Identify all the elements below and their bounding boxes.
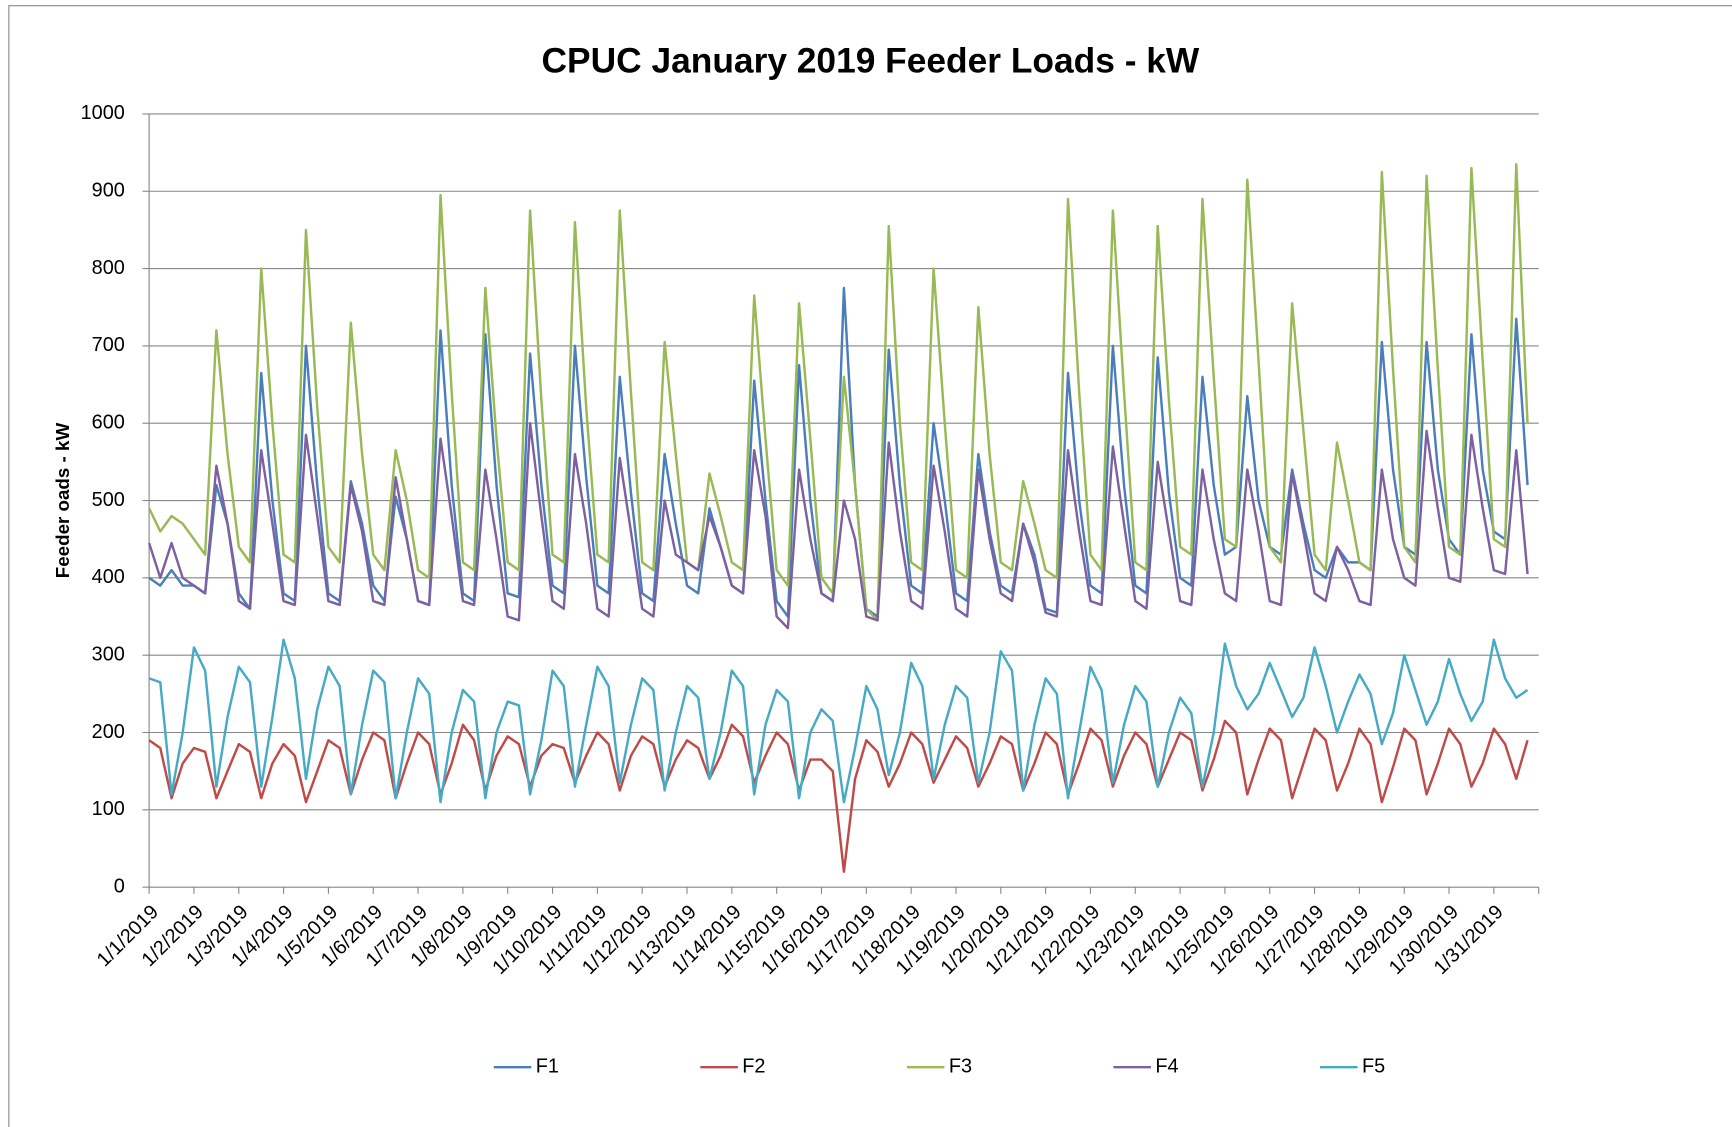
series-line xyxy=(147,422,1529,630)
y-tick-label: 300 xyxy=(92,643,125,665)
y-tick-label: 1000 xyxy=(81,102,125,124)
legend-label: F5 xyxy=(1362,1055,1385,1077)
y-tick-label: 400 xyxy=(92,566,125,588)
y-tick-label: 600 xyxy=(92,411,125,433)
y-tick-label: 800 xyxy=(92,257,125,279)
legend-label: F1 xyxy=(536,1055,559,1077)
y-tick-label: 700 xyxy=(92,334,125,356)
series-line xyxy=(148,638,1529,804)
y-tick-label: 0 xyxy=(114,875,125,897)
y-tick-label: 200 xyxy=(92,721,125,743)
series-line xyxy=(148,719,1529,873)
legend-label: F3 xyxy=(949,1055,972,1077)
y-tick-label: 500 xyxy=(92,489,125,511)
y-axis-label: Feeder oads - kW xyxy=(52,423,73,579)
legend-label: F4 xyxy=(1155,1055,1178,1077)
chart-title: CPUC January 2019 Feeder Loads - kW xyxy=(542,41,1200,80)
series-line xyxy=(148,162,1529,622)
legend-label: F2 xyxy=(742,1055,765,1077)
y-tick-label: 900 xyxy=(92,180,125,202)
y-tick-label: 100 xyxy=(92,798,125,820)
